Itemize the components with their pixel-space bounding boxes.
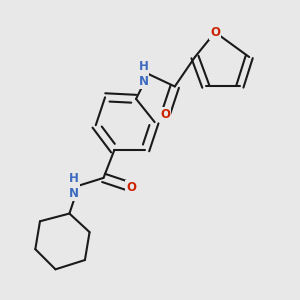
- Text: O: O: [210, 26, 220, 39]
- Text: H
N: H N: [69, 172, 79, 200]
- Text: H
N: H N: [139, 60, 148, 88]
- Text: O: O: [126, 181, 136, 194]
- Text: O: O: [160, 108, 170, 121]
